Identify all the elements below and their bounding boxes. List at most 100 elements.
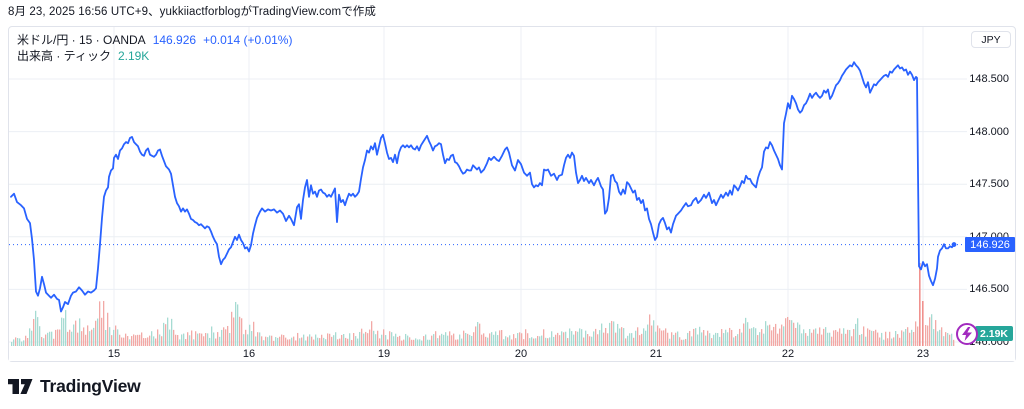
volume-bar: [799, 324, 801, 346]
volume-bar: [905, 329, 907, 346]
tradingview-logo[interactable]: TradingView: [8, 376, 141, 397]
volume-bar: [709, 333, 711, 346]
volume-bar: [607, 333, 609, 346]
volume-bar: [171, 318, 173, 346]
time-axis-label: 22: [781, 348, 795, 360]
volume-bar: [523, 339, 525, 346]
volume-bar: [621, 327, 623, 346]
volume-bar: [831, 336, 833, 346]
volume-bar: [201, 333, 203, 346]
volume-bar: [145, 338, 147, 346]
volume-bar: [221, 329, 223, 346]
volume-bar: [193, 339, 195, 346]
volume-bar: [281, 334, 283, 346]
volume-bar: [549, 337, 551, 346]
volume-bar: [803, 329, 805, 346]
volume-bar: [341, 334, 343, 346]
currency-toggle-button[interactable]: JPY: [971, 31, 1011, 48]
volume-bar: [529, 338, 531, 346]
volume-bar: [495, 331, 497, 346]
volume-bar: [883, 339, 885, 346]
volume-bar: [375, 334, 377, 346]
volume-bar: [665, 328, 667, 346]
volume-bar: [785, 318, 787, 346]
time-axis[interactable]: 15 16 19 20 21 22 23: [9, 346, 1015, 361]
volume-bar: [67, 331, 69, 346]
volume-bar: [231, 311, 233, 346]
time-axis-label: 20: [514, 348, 528, 360]
volume-bar: [639, 335, 641, 346]
volume-bar: [907, 327, 909, 346]
volume-bar: [139, 334, 141, 346]
volume-bar: [569, 328, 571, 346]
volume-bar: [903, 331, 905, 346]
volume-bar: [829, 332, 831, 346]
volume-bar: [645, 330, 647, 346]
volume-bar: [591, 336, 593, 346]
volume-bar: [463, 330, 465, 346]
volume-bar: [361, 328, 363, 346]
volume-bar: [381, 334, 383, 346]
volume-bar: [41, 337, 43, 346]
volume-bar: [31, 330, 33, 346]
volume-bar: [895, 331, 897, 346]
chart-canvas[interactable]: [9, 27, 1017, 363]
volume-bar: [715, 332, 717, 346]
volume-bar: [751, 328, 753, 346]
volume-tick-badge: 2.19K: [975, 326, 1013, 341]
volume-bar: [211, 326, 213, 346]
volume-bar: [927, 325, 929, 346]
volume-bar: [269, 335, 271, 346]
volume-bar: [85, 334, 87, 346]
volume-bar: [13, 339, 15, 346]
volume-bar: [813, 329, 815, 346]
volume-bar: [89, 331, 91, 346]
volume-bar: [753, 327, 755, 346]
volume-bar: [773, 326, 775, 346]
volume-bar: [503, 339, 505, 346]
legend-volume-row[interactable]: 出来高 · ティック 2.19K: [17, 48, 292, 64]
volume-bar: [713, 334, 715, 346]
legend-symbol-row[interactable]: 米ドル/円 · 15 · OANDA 146.926 +0.014 (+0.01…: [17, 32, 292, 48]
volume-bar: [399, 335, 401, 346]
volume-bar: [475, 326, 477, 346]
volume-bar: [635, 330, 637, 346]
volume-bar: [681, 339, 683, 346]
volume-bar: [161, 336, 163, 346]
volume-bar: [93, 327, 95, 346]
volume-bar: [605, 327, 607, 346]
boost-button[interactable]: [956, 323, 978, 345]
volume-bar: [697, 334, 699, 346]
volume-bar: [825, 327, 827, 346]
price-axis-label: 148.500: [969, 73, 1009, 85]
volume-bar: [775, 323, 777, 346]
volume-bar: [261, 336, 263, 346]
volume-bar: [59, 329, 61, 346]
volume-bar: [265, 336, 267, 346]
volume-bar: [441, 333, 443, 346]
volume-bar: [867, 328, 869, 346]
volume-bar: [239, 316, 241, 346]
volume-bar: [939, 329, 941, 346]
volume-bar: [395, 333, 397, 346]
volume-bar: [537, 335, 539, 346]
time-axis-label: 16: [242, 348, 256, 360]
volume-bar: [707, 330, 709, 346]
volume-bar: [65, 310, 67, 346]
volume-bar: [73, 324, 75, 346]
volume-bar: [271, 335, 273, 346]
time-axis-label: 19: [377, 348, 391, 360]
volume-bar: [935, 320, 937, 346]
price-axis[interactable]: 146.000146.500147.000147.500148.000148.5…: [965, 27, 1015, 348]
volume-bar: [439, 335, 441, 346]
volume-bar: [729, 327, 731, 346]
volume-bar: [377, 330, 379, 346]
volume-bar: [21, 341, 23, 346]
volume-bar: [415, 338, 417, 346]
volume-bar: [207, 333, 209, 346]
volume-bar: [683, 339, 685, 346]
volume-bar: [465, 332, 467, 346]
volume-bar: [35, 310, 37, 346]
volume-bar: [479, 323, 481, 346]
volume-bar: [505, 336, 507, 346]
